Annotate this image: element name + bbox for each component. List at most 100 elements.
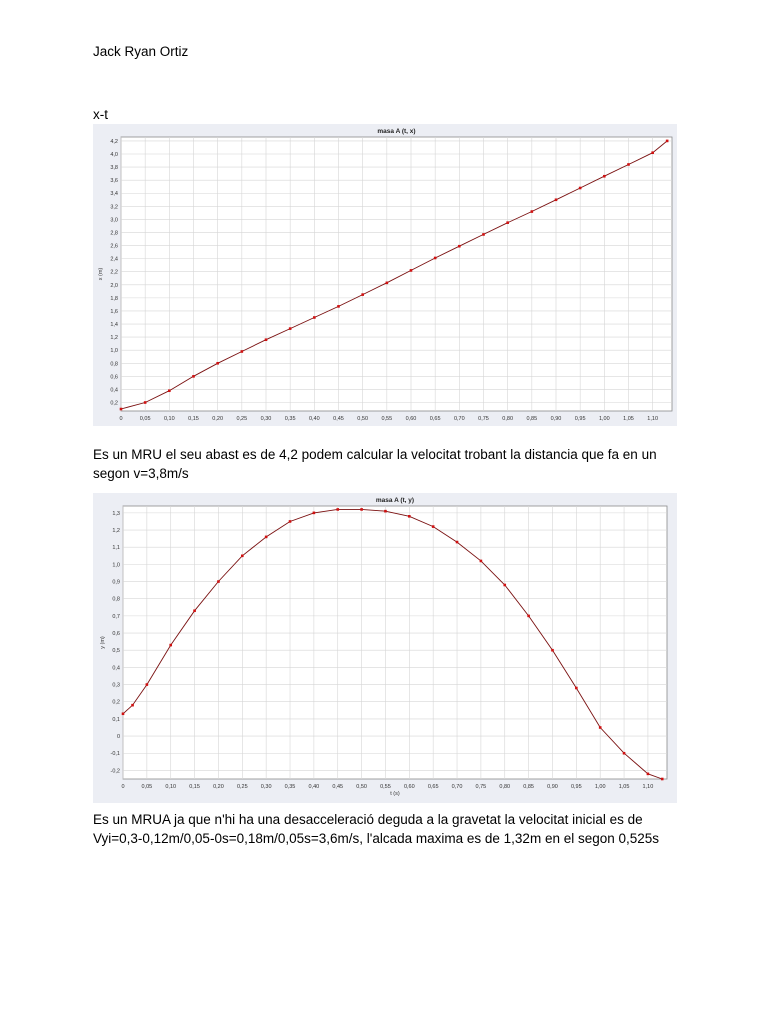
chart1-x-tick-label: 1,05 <box>623 416 634 422</box>
chart1-y-axis-label: x (m) <box>98 268 104 281</box>
chart1-x-tick-label: 0,40 <box>309 416 320 422</box>
chart2-x-tick-label: 0,45 <box>332 784 343 790</box>
chart1-x-tick-label: 0,65 <box>430 416 441 422</box>
chart2-x-tick-label: 0,80 <box>499 784 510 790</box>
chart1-y-tick-label: 3,2 <box>110 204 118 210</box>
chart2-x-tick-label: 0,30 <box>261 784 272 790</box>
chart2-y-tick-label: 0,4 <box>112 665 120 671</box>
chart2-title: masa A (t, y) <box>376 497 414 504</box>
chart1-data-point <box>578 186 582 190</box>
chart1-y-tick-label: 1,4 <box>110 322 118 328</box>
chart2-x-tick-label: 0,95 <box>571 784 582 790</box>
chart2-y-tick-label: 0,9 <box>112 580 120 586</box>
chart1-data-point <box>409 269 413 272</box>
chart2-y-tick-label: 0,6 <box>112 631 120 637</box>
chart1-x-tick-label: 0,55 <box>381 416 392 422</box>
chart1-data-point <box>665 139 669 143</box>
chart1-data-point <box>240 350 244 353</box>
chart2-data-point <box>336 508 340 511</box>
chart1-data-point <box>143 401 147 404</box>
chart2-x-tick-label: 0,70 <box>452 784 463 790</box>
chart1-y-tick-label: 3,4 <box>110 191 118 197</box>
chart-position-y-vs-time: 0 0,05 0,10 0,15 0,20 0,25 0,30 0,35 0,40 0,45 0,5… <box>93 493 677 803</box>
chart1-series-line <box>120 140 668 410</box>
chart2-data-point <box>646 772 650 776</box>
chart2-data-point <box>503 583 507 587</box>
chart2-x-tick-label: 0,90 <box>547 784 558 790</box>
chart2-y-axis-label: y (m) <box>100 636 106 649</box>
chart2-x-tick-label: 1,05 <box>619 784 630 790</box>
chart1-x-tick-label: 0,75 <box>478 416 489 422</box>
chart1-x-tick-label: 0,35 <box>285 416 296 422</box>
chart1-y-tick-label: 2,8 <box>110 230 118 236</box>
chart2-data-point <box>622 751 626 755</box>
chart1-data-point <box>313 316 316 319</box>
author-name: Jack Ryan Ortiz <box>93 44 189 59</box>
chart1-data-point <box>385 281 389 285</box>
chart2-data-point <box>551 648 554 652</box>
chart1-x-tick-label: 0,25 <box>236 416 247 422</box>
chart2-x-tick-label: 0,35 <box>285 784 296 790</box>
chart1-x-tick-label: 0,85 <box>526 416 537 422</box>
chart1-x-tick-label: 0,45 <box>333 416 344 422</box>
chart2-x-tick-label: 0,05 <box>142 784 153 790</box>
paragraph-mrua: Es un MRUA ja que n'hi ha una desacceler… <box>93 812 660 846</box>
chart2-data-point <box>527 614 530 618</box>
chart1-data-point <box>458 244 461 248</box>
chart2-x-tick-label: 0,50 <box>356 784 367 790</box>
chart2-y-tick-label: 0,5 <box>112 648 120 654</box>
chart1-data-point <box>603 174 606 178</box>
chart2-data-point <box>193 609 196 613</box>
chart1-data-point <box>530 210 534 213</box>
chart2-data-point <box>121 712 125 716</box>
chart2-x-tick-label: 0,25 <box>237 784 248 790</box>
chart1-data-point <box>433 256 437 260</box>
chart1-x-tick-label: 0,90 <box>551 416 562 422</box>
chart1-y-tick-label: 0,2 <box>110 400 118 406</box>
chart1-y-tick-label: 4,0 <box>110 152 118 158</box>
chart2-data-point <box>384 509 387 513</box>
chart1-y-tick-label: 3,6 <box>110 178 118 184</box>
chart1-y-tick-label: 0,8 <box>110 361 118 367</box>
chart1-data-point <box>264 338 268 342</box>
chart1-y-tick-label: 1,6 <box>110 309 118 315</box>
chart1-y-tick-label: 2,4 <box>110 257 118 263</box>
chart2-data-point <box>660 777 664 781</box>
chart1-data-point <box>506 221 509 224</box>
chart1-data-point <box>337 305 340 308</box>
chart1-y-tick-label: 1,8 <box>110 296 118 302</box>
chart1-x-tick-label: 0,05 <box>140 416 151 422</box>
chart2-x-tick-label: 1,10 <box>643 784 654 790</box>
chart2-y-tick-label: -0,1 <box>111 751 120 757</box>
chart1-data-point <box>192 375 195 378</box>
chart2-y-tick-label: 0,2 <box>112 700 120 706</box>
chart2-data-point <box>217 580 220 583</box>
chart2-x-tick-label: 0,60 <box>404 784 415 790</box>
chart1-svg: 0 0,05 0,10 0,15 0,20 0,25 0,30 0,35 0,40 0,45 0,5… <box>98 128 673 422</box>
chart2-data-point <box>145 683 149 686</box>
chart2-y-tick-label: 1,1 <box>112 545 120 551</box>
chart2-y-tick-label: 1,0 <box>112 562 120 568</box>
chart2-y-tick-label: 1,3 <box>112 511 120 517</box>
chart2-x-tick-label: 0,20 <box>213 784 224 790</box>
chart2-data-point <box>360 508 363 511</box>
chart1-data-point <box>168 389 171 393</box>
chart2-data-point <box>598 726 602 729</box>
chart2-x-tick-label: 0,55 <box>380 784 391 790</box>
chart2-x-tick-label: 0,75 <box>476 784 487 790</box>
chart1-x-tick-label: 0,30 <box>261 416 272 422</box>
chart2-data-point <box>312 511 316 515</box>
chart1-x-tick-label: 1,10 <box>647 416 658 422</box>
chart2-y-tick-label: 0,7 <box>112 614 120 620</box>
chart1-data-point <box>627 163 630 166</box>
chart2-x-tick-label: 0,85 <box>523 784 534 790</box>
chart1-data-point <box>554 198 558 202</box>
paragraph-mru: Es un MRU el seu abast es de 4,2 podem c… <box>93 447 657 481</box>
chart1-y-tick-label: 1,0 <box>110 348 118 354</box>
chart2-data-point <box>575 686 578 690</box>
chart1-x-tick-label: 0,80 <box>502 416 513 422</box>
chart1-y-tick-label: 0,6 <box>110 374 118 380</box>
chart2-svg: 0 0,05 0,10 0,15 0,20 0,25 0,30 0,35 0,40 0,45 0,5… <box>100 497 668 797</box>
chart2-data-point <box>131 703 134 707</box>
chart2-y-tick-label: 0,3 <box>112 683 120 689</box>
